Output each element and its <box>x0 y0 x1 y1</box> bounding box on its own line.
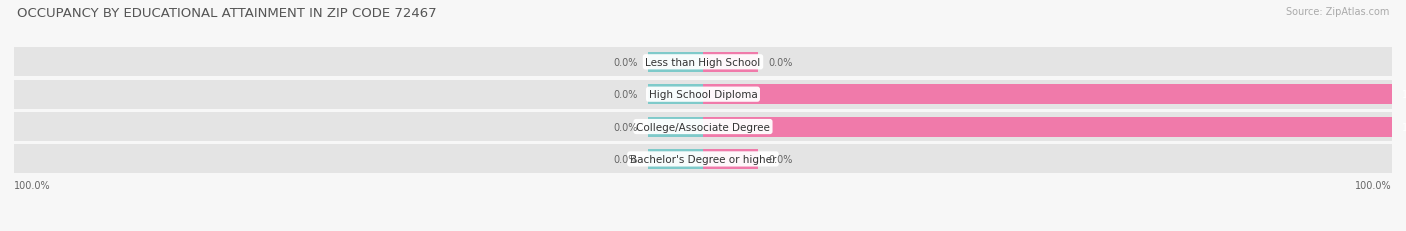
Bar <box>14 145 1392 174</box>
Text: 100.0%: 100.0% <box>1402 90 1406 100</box>
Text: 0.0%: 0.0% <box>613 122 637 132</box>
Text: 100.0%: 100.0% <box>14 180 51 190</box>
Bar <box>648 149 703 169</box>
Bar <box>703 85 1392 105</box>
Bar <box>648 85 703 105</box>
Text: College/Associate Degree: College/Associate Degree <box>636 122 770 132</box>
Text: 100.0%: 100.0% <box>1355 180 1392 190</box>
Text: 0.0%: 0.0% <box>769 154 793 164</box>
Text: Source: ZipAtlas.com: Source: ZipAtlas.com <box>1285 7 1389 17</box>
Bar <box>14 48 1392 77</box>
Bar <box>14 80 1392 109</box>
Text: 100.0%: 100.0% <box>1402 122 1406 132</box>
Text: 0.0%: 0.0% <box>613 58 637 67</box>
Text: High School Diploma: High School Diploma <box>648 90 758 100</box>
Text: OCCUPANCY BY EDUCATIONAL ATTAINMENT IN ZIP CODE 72467: OCCUPANCY BY EDUCATIONAL ATTAINMENT IN Z… <box>17 7 436 20</box>
Text: 0.0%: 0.0% <box>613 154 637 164</box>
Text: Less than High School: Less than High School <box>645 58 761 67</box>
Bar <box>703 149 758 169</box>
Bar <box>703 117 1392 137</box>
Text: Bachelor's Degree or higher: Bachelor's Degree or higher <box>630 154 776 164</box>
Bar <box>648 117 703 137</box>
Text: 0.0%: 0.0% <box>613 90 637 100</box>
Bar <box>14 112 1392 142</box>
Text: 0.0%: 0.0% <box>769 58 793 67</box>
Bar <box>703 52 758 73</box>
Bar <box>648 52 703 73</box>
